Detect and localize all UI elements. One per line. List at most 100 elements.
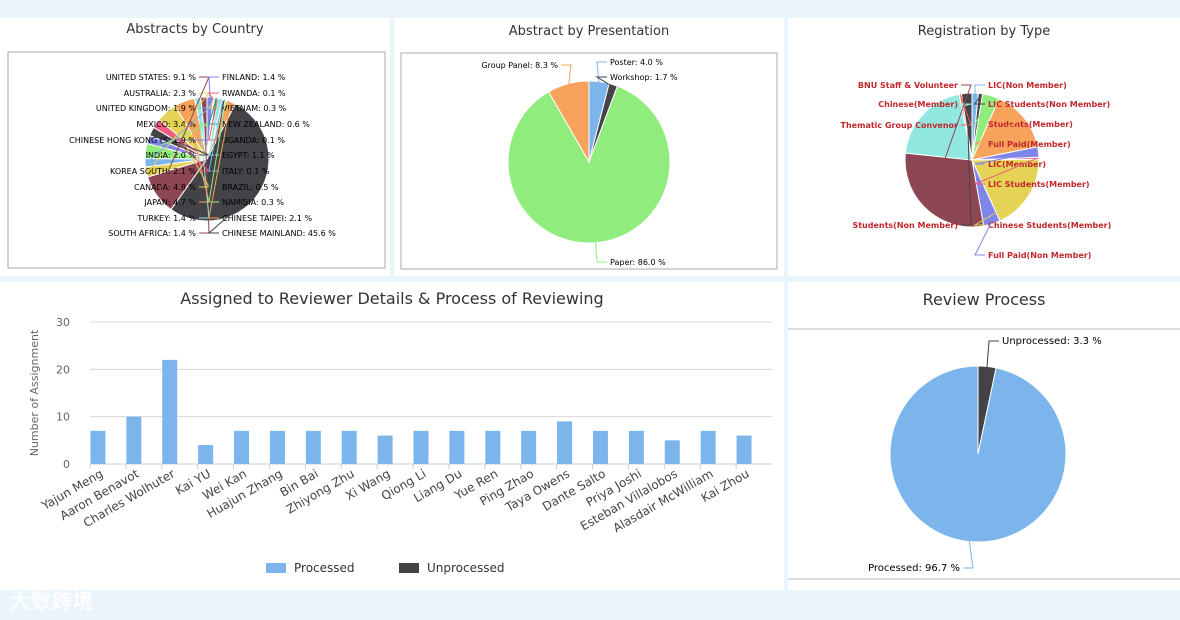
legend-item-label[interactable]: Unprocessed <box>427 561 505 575</box>
connector-line <box>594 240 607 263</box>
pie-label: UNITED KINGDOM: 1.9 % <box>96 104 196 113</box>
plot-border <box>400 52 778 270</box>
panel-abstracts-by-country: Abstracts by Country SOUTH AFRICA: 1.4 %… <box>0 18 390 276</box>
pie-slice-chinese-member-[interactable] <box>904 93 973 161</box>
connector-line <box>208 92 219 100</box>
pie-label: LIC(Member) <box>988 160 1046 169</box>
pie-label: ITALY: 0.1 % <box>222 167 270 176</box>
bar-processed[interactable] <box>449 430 465 464</box>
pie-label: NEW ZEALAND: 0.6 % <box>222 120 310 129</box>
panel-reviewer-details: Assigned to Reviewer Details & Process o… <box>0 282 784 590</box>
pie-label: INDIA: 2.0 % <box>146 151 197 160</box>
pie-label: VIETNAM: 0.3 % <box>222 104 287 113</box>
bar-processed[interactable] <box>305 430 321 464</box>
pie-slice-processed[interactable] <box>889 365 1067 543</box>
connector-line <box>927 84 972 208</box>
connector-line <box>595 76 613 88</box>
bar-processed[interactable] <box>557 421 573 464</box>
pie-label: Students(Member) <box>988 120 1073 129</box>
legend-swatch[interactable] <box>266 563 286 573</box>
pie-label: CHINESE MAINLAND: 45.6 % <box>222 229 336 238</box>
bar-processed[interactable] <box>485 430 501 464</box>
bar-processed[interactable] <box>198 445 214 464</box>
bar-processed[interactable] <box>126 416 142 464</box>
pie-label: Unprocessed: 3.3 % <box>1002 336 1102 347</box>
bar-processed[interactable] <box>592 430 608 464</box>
pie-label: MEXICO: 3.4 % <box>136 120 196 129</box>
bar-processed[interactable] <box>736 435 752 464</box>
connector-line <box>961 95 972 226</box>
pie-label: LIC Students(Member) <box>988 180 1090 189</box>
pie-label: LIC Students(Non Member) <box>988 100 1110 109</box>
pie-label: NAMIBIA: 0.3 % <box>222 198 284 207</box>
bar-processed[interactable] <box>664 440 680 464</box>
legend-swatch[interactable] <box>399 563 419 573</box>
pie-slice-chinese-students-member-[interactable] <box>971 158 1040 222</box>
pie-label: RWANDA: 0.1 % <box>222 89 286 98</box>
registration-chart-title: Registration by Type <box>917 24 1051 39</box>
connector-line <box>208 101 225 188</box>
legend-item-label[interactable]: Processed <box>294 561 355 575</box>
review-chart-title: Review Process <box>922 290 1046 309</box>
pie-label: Workshop: 1.7 % <box>610 73 678 82</box>
pie-label: Full Paid(Non Member) <box>988 251 1091 260</box>
pie-slice-students-non-member-[interactable] <box>960 92 973 161</box>
pie-slice-bnu-staff-volunteer[interactable] <box>904 152 985 228</box>
bar-processed[interactable] <box>341 430 357 464</box>
pie-label: Chinese(Member) <box>878 100 958 109</box>
registration-pie-chart: Students(Non Member) Thematic Group Conve… <box>841 81 1112 260</box>
pie-slice-chinese-mainland[interactable] <box>170 103 270 222</box>
pie-label: BNU Staff & Volunteer <box>858 81 958 90</box>
pie-label: Poster: 4.0 % <box>610 58 663 67</box>
connector-line <box>208 100 224 172</box>
connector-line <box>561 64 572 86</box>
bar-chart-title: Assigned to Reviewer Details & Process o… <box>180 289 603 308</box>
bar-processed[interactable] <box>377 435 393 464</box>
pie-label: LIC(Non Member) <box>988 81 1067 90</box>
y-tick-label: 0 <box>63 458 70 471</box>
connector-line <box>208 100 221 156</box>
reviewer-bar-chart: Assigned to Reviewer Details & Process o… <box>28 289 772 575</box>
pie-label: JAPAN: 4.7 % <box>143 198 196 207</box>
watermark-logo: 大数跨境 <box>10 589 94 613</box>
pie-label: FINLAND: 1.4 % <box>222 73 286 82</box>
bar-processed[interactable] <box>413 430 429 464</box>
bar-processed[interactable] <box>628 430 644 464</box>
bar-processed[interactable] <box>162 359 178 464</box>
presentation-pie-chart: Group Panel: 8.3 % Poster: 4.0 % Workshop:… <box>400 52 778 270</box>
pie-label: UNITED STATES: 9.1 % <box>106 73 197 82</box>
bar-processed[interactable] <box>234 430 250 464</box>
connector-line <box>208 99 219 141</box>
pie-label: BRAZIL: 0.5 % <box>222 183 279 192</box>
pie-label: Thematic Group Convenor <box>841 121 959 130</box>
pie-label: CHINESE HONG KONG (S: 1.9 % <box>69 136 196 145</box>
bar-processed[interactable] <box>90 430 106 464</box>
connector-line <box>974 97 991 125</box>
pie-label: UGANDA: 0.1 % <box>222 136 285 145</box>
bar-processed[interactable] <box>269 430 285 464</box>
pie-label: Full Paid(Member) <box>988 140 1071 149</box>
pie-label: Paper: 86.0 % <box>610 258 666 267</box>
connector-line <box>596 61 607 84</box>
panel-abstract-by-presentation: Abstract by Presentation Group Panel: 8.… <box>394 18 784 276</box>
pie-slice-group-panel[interactable] <box>547 80 590 164</box>
presentation-chart-title: Abstract by Presentation <box>508 24 670 39</box>
y-axis-label: Number of Assignment <box>28 329 41 456</box>
bar-processed[interactable] <box>521 430 537 464</box>
pie-label: Processed: 96.7 % <box>868 563 960 574</box>
connector-line <box>974 151 1037 165</box>
connector-line <box>974 95 985 105</box>
panel-review-process: Review Process Processed: 96.7 % Unproces… <box>788 282 1180 590</box>
pie-slice-full-paid-member-[interactable] <box>971 98 1039 161</box>
pie-label: EGYPT: 1.1 % <box>222 151 275 160</box>
bar-processed[interactable] <box>700 430 716 464</box>
pie-label: SOUTH AFRICA: 1.4 % <box>108 229 196 238</box>
y-tick-label: 20 <box>56 363 70 376</box>
review-pie-chart: Processed: 96.7 % Unprocessed: 3.3 % <box>788 328 1180 580</box>
connector-line <box>963 539 974 569</box>
connector-line <box>974 157 1038 185</box>
y-tick-label: 30 <box>56 316 70 329</box>
connector-line <box>986 340 999 369</box>
connector-line <box>973 194 1028 226</box>
connector-line <box>208 76 219 100</box>
